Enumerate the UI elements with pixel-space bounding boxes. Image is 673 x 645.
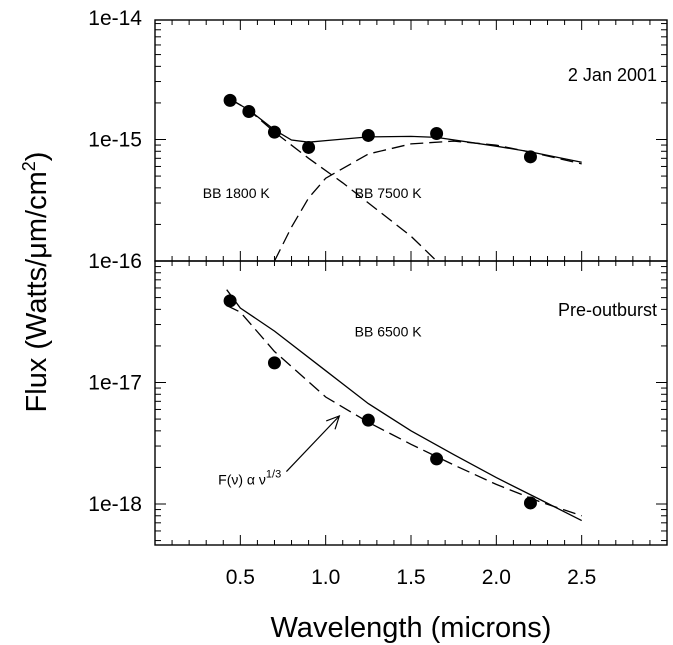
annotation-power-law: F(ν) α ν1/3 [218,468,281,487]
annotation-bb-1800k: BB 1800 K [203,185,271,201]
y-axis-title-sup: 2 [19,161,39,171]
arrow-shaft [285,415,340,472]
model-curves [226,98,582,522]
data-point [223,93,237,107]
data-point [223,294,237,308]
y-tick-label: 1e-18 [88,493,142,516]
data-point [430,452,444,466]
data-point [430,127,444,141]
data-point [267,356,281,370]
data-point [242,105,256,119]
model-curve-solid [229,98,582,163]
formula-exponent: 1/3 [266,468,281,480]
annotation-bb-6500k: BB 6500 K [355,323,423,339]
annotation-arrow [285,415,341,472]
model-curve-dashed [226,304,582,517]
y-tick-label: 1e-14 [88,7,142,30]
y-tick-label: 1e-15 [88,129,142,152]
y-axis-title-tail: ) [21,152,53,162]
y-axis-title: Flux (Watts/μm/cm2) [19,152,53,413]
x-tick-label: 2.0 [482,566,511,589]
axis-ticks [155,20,667,545]
data-point [302,140,316,154]
x-tick-label: 2.5 [567,566,596,589]
x-axis-title: Wavelength (microns) [271,612,552,644]
formula-main: F(ν) α ν [218,471,266,487]
model-curve-solid [226,289,582,522]
y-axis-title-main: Flux (Watts/μm/cm [21,171,53,412]
annotation-bb-7500k: BB 7500 K [355,185,423,201]
data-point [267,125,281,139]
x-tick-label: 1.0 [311,566,340,589]
data-points [223,93,537,510]
y-tick-label: 1e-16 [88,250,142,273]
data-point [523,496,537,510]
arrow-head [326,415,341,430]
x-tick-label: 0.5 [226,566,255,589]
top-panel-frame [154,19,668,262]
x-tick-label: 1.5 [396,566,425,589]
data-point [523,150,537,164]
data-point [361,413,375,427]
tick-labels: 0.5 1.0 1.5 2.0 2.5 1e-14 1e-15 1e-16 1e-17 1e-18 [88,7,596,589]
y-tick-label: 1e-17 [88,372,142,395]
top-panel-label: 2 Jan 2001 [568,65,657,85]
model-curve-dashed [229,98,438,262]
data-point [361,128,375,142]
bottom-panel-label: Pre-outburst [558,300,657,320]
